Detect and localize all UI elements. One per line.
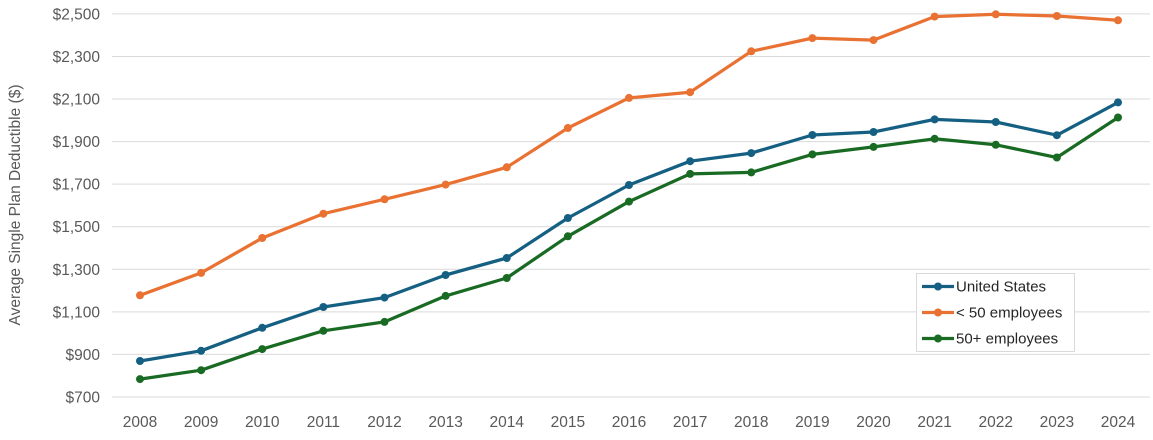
x-tick-label: 2021 [917, 414, 951, 431]
data-point-50-employees [1114, 113, 1122, 122]
legend-item-united-states: United States [922, 279, 1046, 296]
legend: United States < 50 employees 50+ employees [916, 273, 1075, 352]
data-point-50-employees [747, 168, 756, 177]
data-point-50-employees [197, 268, 206, 277]
x-tick-label: 2019 [795, 414, 829, 431]
data-point-50-employees [747, 47, 756, 56]
legend-swatch-marker [934, 334, 942, 343]
data-point-united-states [563, 214, 572, 222]
data-point-united-states [136, 357, 144, 365]
data-point-50-employees [380, 195, 389, 204]
data-point-50-employees [686, 169, 695, 178]
data-point-50-employees [930, 12, 939, 21]
data-point-50-employees [1052, 12, 1061, 20]
data-point-united-states [380, 293, 389, 302]
data-point-united-states [1052, 131, 1061, 140]
x-tick-label: 2013 [428, 414, 462, 431]
data-point-50-employees [686, 88, 695, 97]
data-point-50-employees [319, 326, 328, 335]
data-point-united-states [258, 323, 267, 332]
legend-label: United States [956, 279, 1046, 296]
legend-label: < 50 employees [956, 305, 1062, 322]
legend-label: 50+ employees [956, 331, 1058, 348]
x-tick-label: 2010 [245, 414, 280, 431]
data-point-50-employees [380, 317, 389, 326]
data-point-50-employees [991, 10, 1000, 19]
data-point-50-employees [441, 180, 450, 189]
x-tick-label: 2016 [612, 414, 646, 431]
x-tick-label: 2024 [1101, 414, 1136, 431]
y-tick-label: $2,300 [53, 49, 101, 66]
data-point-50-employees [869, 36, 878, 45]
data-point-united-states [319, 303, 328, 311]
x-tick-label: 2012 [367, 414, 401, 431]
data-point-50-employees [563, 232, 572, 241]
x-tick-label: 2009 [184, 414, 218, 431]
data-point-united-states [991, 118, 1000, 126]
x-tick-label: 2011 [307, 414, 340, 431]
data-point-united-states [502, 254, 511, 262]
y-tick-label: $2,100 [53, 92, 101, 109]
data-point-50-employees [808, 34, 817, 43]
y-tick-label: $1,300 [53, 262, 101, 279]
data-point-50-employees [136, 291, 144, 300]
data-point-united-states [686, 157, 695, 166]
data-point-50-employees [991, 140, 1000, 149]
x-tick-label: 2020 [856, 414, 891, 431]
x-tick-label: 2022 [979, 414, 1013, 431]
x-tick-label: 2014 [490, 414, 525, 431]
data-point-50-employees [502, 274, 511, 282]
y-tick-label: $1,500 [53, 219, 101, 236]
y-tick-label: $700 [66, 390, 101, 407]
y-tick-label: $1,700 [53, 177, 101, 194]
data-point-50-employees [808, 150, 817, 159]
data-point-50-employees [625, 197, 633, 206]
data-point-50-employees [258, 234, 267, 242]
legend-item-50-employees: < 50 employees [922, 305, 1062, 322]
legend-swatch-marker [934, 282, 942, 291]
data-point-united-states [747, 149, 756, 158]
x-tick-label: 2018 [734, 414, 768, 431]
data-point-50-employees [1052, 153, 1061, 162]
data-point-50-employees [197, 366, 206, 375]
data-point-50-employees [319, 209, 328, 218]
y-tick-label: $1,900 [53, 134, 101, 151]
data-point-united-states [1114, 98, 1122, 107]
data-point-united-states [930, 115, 939, 124]
x-tick-label: 2008 [123, 414, 157, 431]
data-point-50-employees [258, 345, 267, 354]
x-tick-label: 2015 [551, 414, 585, 431]
data-point-50-employees [625, 93, 633, 102]
data-point-united-states [869, 128, 878, 136]
y-axis-title: Average Single Plan Deductible ($) [7, 85, 24, 326]
data-point-50-employees [930, 134, 939, 143]
data-point-50-employees [1114, 16, 1122, 25]
x-tick-label: 2017 [673, 414, 707, 431]
y-tick-label: $1,100 [53, 304, 101, 321]
y-tick-label: $900 [66, 347, 101, 364]
data-point-50-employees [869, 142, 878, 151]
data-point-50-employees [502, 163, 511, 172]
data-point-50-employees [441, 291, 450, 300]
data-point-united-states [808, 131, 817, 139]
legend-item-50-employees: 50+ employees [922, 331, 1058, 348]
data-point-50-employees [563, 124, 572, 132]
data-point-united-states [197, 346, 206, 355]
data-point-united-states [625, 181, 633, 189]
y-tick-label: $2,500 [53, 6, 101, 23]
x-tick-label: 2023 [1040, 414, 1074, 431]
data-point-united-states [441, 271, 450, 279]
data-point-50-employees [136, 375, 144, 384]
legend-swatch-marker [934, 308, 942, 317]
